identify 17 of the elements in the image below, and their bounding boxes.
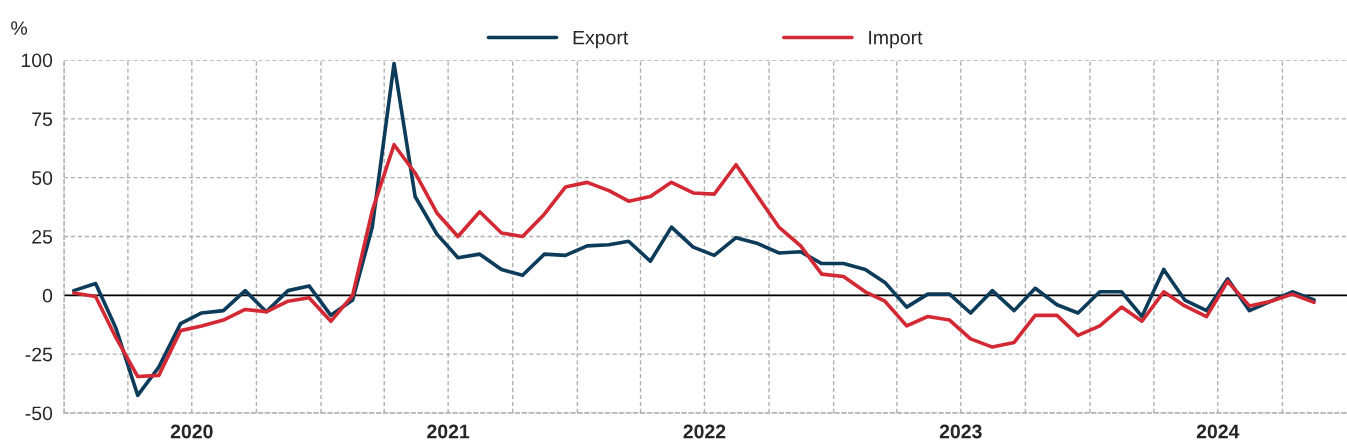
line-series [72, 142, 1316, 379]
x-tick-label: 2022 [683, 424, 726, 439]
x-tick-label: 2020 [170, 424, 213, 439]
y-tick-label: 0 [42, 288, 53, 303]
y-tick-label: -25 [25, 347, 53, 362]
y-tick-label: -50 [25, 406, 53, 421]
y-tick-label: 50 [32, 171, 53, 185]
legend-label: Export [573, 30, 629, 49]
y-axis-title: % [11, 21, 28, 35]
legend-label: Import [869, 30, 923, 49]
x-tick-label: 2023 [939, 424, 982, 439]
y-tick-label: 75 [32, 112, 53, 127]
y-tick-label: 25 [32, 229, 53, 244]
line-series [72, 61, 1316, 398]
x-tick-label: 2024 [1196, 424, 1240, 439]
y-tick-label: 100 [21, 53, 53, 68]
x-tick-label: 2021 [427, 424, 470, 439]
